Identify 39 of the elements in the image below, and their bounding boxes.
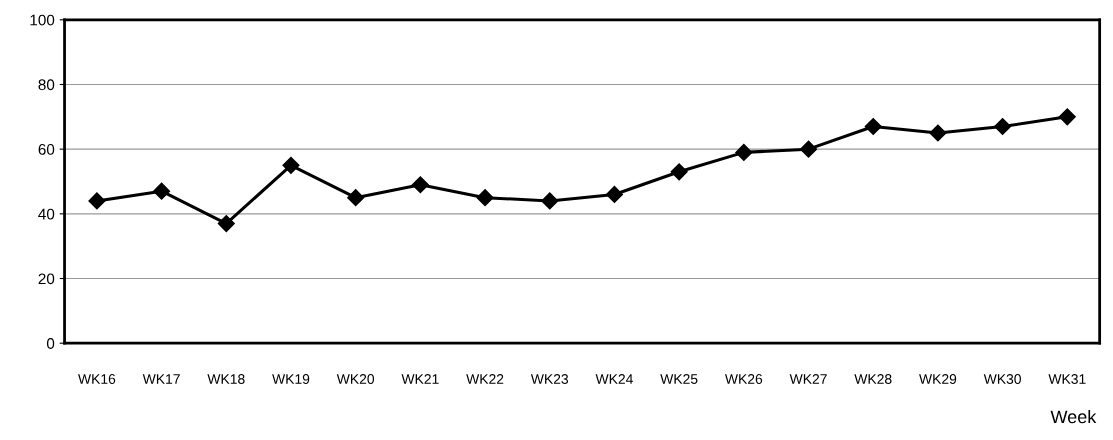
x-tick-label: WK23 [530, 374, 569, 384]
x-axis-title: Week [1050, 409, 1097, 424]
point [153, 182, 171, 200]
x-tick-label: WK30 [983, 374, 1021, 384]
point [994, 117, 1012, 136]
y-tick-label: 100 [30, 14, 55, 26]
x-tick-label: WK18 [207, 374, 245, 384]
point [282, 156, 300, 174]
point [1058, 108, 1076, 126]
y-tick-label: 0 [46, 338, 55, 349]
x-tick-label: WK26 [724, 374, 763, 384]
x-tick-label: WK25 [660, 374, 698, 384]
x-tick-label: WK16 [78, 374, 116, 384]
x-tick-label: WK21 [401, 374, 439, 384]
point [541, 192, 559, 210]
point [476, 189, 494, 207]
y-tick-label: 40 [38, 208, 55, 220]
x-tick-label: WK17 [142, 374, 180, 384]
point [799, 140, 818, 158]
point [88, 192, 106, 210]
y-tick-label: 20 [38, 273, 55, 285]
point [347, 189, 365, 207]
x-tick-label: WK28 [854, 374, 892, 384]
x-tick-label: WK20 [336, 374, 375, 384]
x-tick-label: WK24 [595, 374, 633, 384]
x-tick-label: WK31 [1048, 374, 1086, 384]
x-tick-label: WK27 [789, 374, 827, 384]
y-tick-label: 80 [38, 79, 55, 91]
point [670, 163, 688, 181]
y-tick-label: 60 [38, 144, 55, 155]
point [735, 143, 753, 161]
point [217, 214, 235, 233]
x-tick-label: WK22 [466, 374, 504, 384]
point [411, 176, 429, 194]
point [864, 117, 882, 136]
point [605, 185, 623, 203]
x-tick-label: WK19 [272, 374, 310, 384]
point [929, 124, 947, 142]
x-tick-label: WK29 [919, 374, 957, 384]
